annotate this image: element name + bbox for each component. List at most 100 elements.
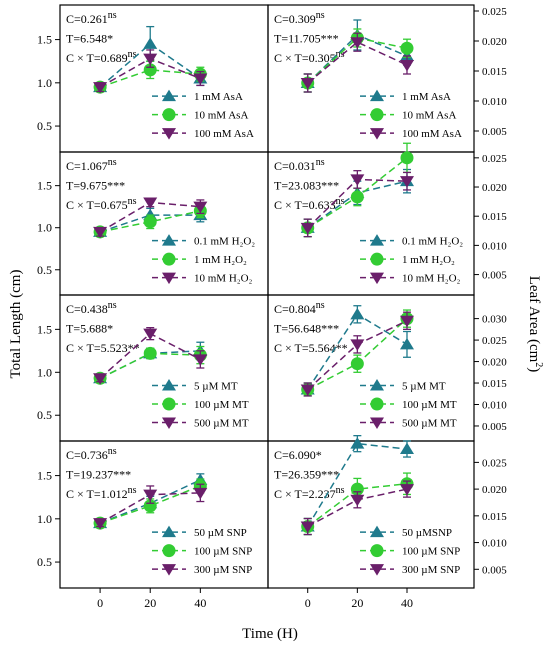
- y-axis-label-left: Total Length (cm): [8, 270, 24, 379]
- legend-label: 100 µM MT: [402, 399, 457, 411]
- stat-annotation: C × T=5.564**: [274, 341, 348, 355]
- y-tick-label: 0.010: [482, 538, 507, 550]
- y-tick-label: 0.025: [482, 6, 507, 18]
- data-point: [143, 53, 158, 66]
- y-tick-label: 0.5: [37, 263, 52, 277]
- y-tick-label: 1.0: [37, 221, 52, 235]
- legend-marker: [162, 108, 176, 122]
- legend-entry: 300 µM SNP: [360, 564, 460, 576]
- y-tick-label: 0.025: [482, 457, 507, 469]
- data-point: [350, 357, 364, 371]
- series-line: [99, 69, 201, 88]
- legend-label: 100 µM SNP: [402, 546, 460, 558]
- legend-label: 10 mM H₂O₂: [194, 273, 253, 285]
- data-point: [399, 484, 414, 496]
- y-tick-label: 0.010: [482, 400, 507, 412]
- stat-value: C=0.261: [66, 12, 108, 26]
- legend-label: 500 µM MT: [402, 418, 457, 430]
- stat-annotation: C=0.031ns: [274, 157, 325, 173]
- data-point: [300, 521, 315, 534]
- series-line: [99, 485, 201, 524]
- y-tick-label: 0.020: [482, 484, 507, 496]
- stat-annotation: C=0.736ns: [66, 446, 117, 462]
- legend-entry: 10 mM H₂O₂: [360, 272, 461, 285]
- stat-annotation: T=56.648***: [274, 322, 339, 336]
- legend-label: 0.1 mM H₂O₂: [402, 236, 463, 248]
- panel-mt-area: C=0.804ns T=56.648*** C × T=5.564** 5 µM MT…: [267, 294, 475, 442]
- legend-label: 300 µM SNP: [194, 564, 252, 576]
- y-tick-label: 0.005: [482, 421, 507, 433]
- data-point: [193, 487, 208, 500]
- legend-marker: [370, 525, 384, 538]
- data-point: [143, 346, 157, 360]
- data-point: [350, 307, 365, 320]
- data-point: [350, 190, 364, 204]
- data-point: [399, 442, 414, 455]
- y-tick-label: 1.0: [37, 365, 52, 379]
- data-point: [399, 60, 414, 72]
- y-tick-label: 1.0: [37, 512, 52, 526]
- y-tick-label: 0.020: [482, 182, 507, 194]
- stat-value: C × T=1.012: [66, 487, 128, 501]
- y-tick-label: 0.020: [482, 36, 507, 48]
- stat-annotation: C × T=0.675ns: [66, 196, 137, 212]
- legend-entry: 100 mM AsA: [152, 128, 254, 140]
- legend-label: 1 mM AsA: [402, 91, 451, 103]
- x-axis-label: Time (H): [242, 626, 298, 642]
- panel-snp-area: C=6.090* T=26.359*** C × T=2.237ns 50 µMSNP…: [267, 435, 475, 589]
- y-tick-label: 0.005: [482, 126, 507, 138]
- stat-annotation: T=11.705***: [274, 32, 339, 46]
- data-point: [143, 37, 158, 49]
- data-point: [193, 201, 208, 214]
- x-tick-label: 40: [194, 596, 206, 610]
- stat-annotation: T=5.688*: [66, 322, 113, 336]
- panel-frame: [267, 440, 475, 589]
- series-2: [300, 480, 414, 536]
- data-point: [143, 63, 157, 77]
- y-axis-label-right-sup: 2: [533, 362, 544, 367]
- y-tick-label: 1.0: [37, 76, 52, 90]
- legend-marker: [370, 128, 384, 140]
- stat-value: C=0.438: [66, 302, 108, 316]
- legend-entry: 5 µM MT: [152, 379, 238, 393]
- legend-entry: 100 µM SNP: [152, 544, 252, 558]
- y-tick-label: 0.010: [482, 240, 507, 252]
- legend-label: 10 mM AsA: [194, 110, 248, 122]
- y-tick-label: 1.5: [37, 469, 52, 483]
- stat-annotation: T=6.548*: [66, 32, 113, 46]
- legend-entry: 500 µM MT: [360, 417, 457, 430]
- data-point: [350, 174, 365, 186]
- x-tick-label: 40: [401, 596, 413, 610]
- y-tick-label: 1.5: [37, 179, 52, 193]
- series-line: [99, 479, 201, 524]
- y-tick-label: 0.030: [482, 314, 507, 326]
- stat-annotation: C × T=0.305ns: [274, 49, 345, 65]
- legend-marker: [370, 89, 384, 102]
- stat-annotation: C × T=5.523**: [66, 341, 140, 355]
- data-point: [300, 384, 315, 396]
- legend-marker: [370, 544, 384, 558]
- stat-significance: ns: [108, 446, 117, 457]
- legend-label: 0.1 mM H₂O₂: [194, 236, 255, 248]
- legend-marker: [162, 544, 176, 558]
- data-point: [143, 197, 158, 209]
- legend-entry: 300 µM SNP: [152, 564, 252, 576]
- legend-label: 100 µM SNP: [194, 546, 252, 558]
- stat-annotation: T=9.675***: [66, 179, 125, 193]
- series-2: [300, 311, 414, 397]
- legend-label: 10 mM AsA: [402, 110, 456, 122]
- legend-marker: [162, 397, 176, 411]
- stat-significance: ns: [108, 157, 117, 168]
- y-tick-label: 0.025: [482, 335, 507, 347]
- stat-annotation: T=19.237***: [66, 468, 131, 482]
- y-axis-label-right-close: ): [526, 367, 542, 372]
- stat-value: C=6.090*: [274, 448, 322, 462]
- legend-marker: [370, 108, 384, 122]
- legend-marker: [162, 379, 176, 391]
